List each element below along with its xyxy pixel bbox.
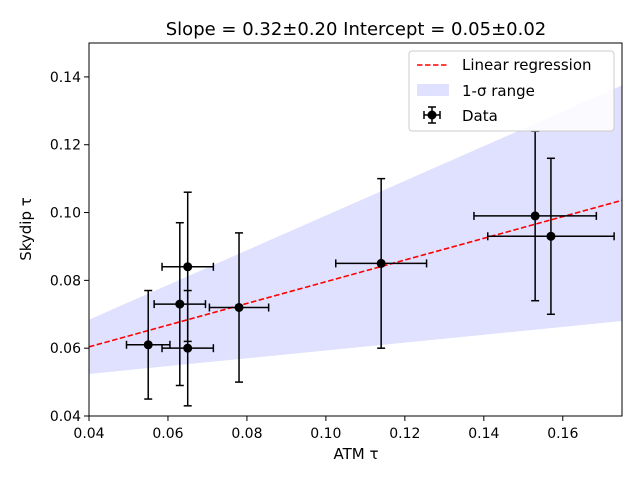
regression-line <box>89 199 622 348</box>
y-ticks: 0.04 0.06 0.08 0.10 0.12 0.14 <box>50 70 89 425</box>
data-point-6 <box>335 177 428 349</box>
x-tick-label: 0.08 <box>231 426 262 442</box>
x-tick-label: 0.12 <box>389 426 420 442</box>
y-axis-label: Skydip τ <box>17 197 35 261</box>
legend: Linear regression 1-σ range Data <box>408 50 615 132</box>
legend-data-label: Data <box>462 107 498 125</box>
legend-regression-label: Linear regression <box>462 56 592 74</box>
data-point-5 <box>208 232 270 383</box>
legend-band-label: 1-σ range <box>462 82 535 100</box>
data-marker <box>183 343 193 353</box>
legend-box <box>408 50 615 132</box>
y-tick-label: 0.14 <box>50 70 81 86</box>
data-point-4 <box>161 289 215 407</box>
legend-data-swatch <box>423 106 441 124</box>
x-tick-label: 0.06 <box>152 426 183 442</box>
legend-band-swatch <box>417 84 449 96</box>
data-point-8 <box>487 157 615 316</box>
data-marker <box>183 262 193 272</box>
x-tick-label: 0.14 <box>468 426 499 442</box>
y-tick-label: 0.08 <box>50 273 81 289</box>
chart-title: Slope = 0.32±0.20 Intercept = 0.05±0.02 <box>166 19 547 40</box>
axes-frame <box>88 42 623 417</box>
data-marker <box>530 211 540 221</box>
data-point-7 <box>473 130 598 302</box>
x-ticks: 0.04 0.06 0.08 0.10 0.12 0.14 0.16 <box>73 416 578 442</box>
x-tick-label: 0.16 <box>547 426 578 442</box>
sigma-band <box>89 85 622 374</box>
x-tick-label: 0.10 <box>310 426 341 442</box>
data-marker <box>546 231 556 241</box>
data-point-2 <box>153 221 207 387</box>
band-layer <box>89 85 622 374</box>
points-layer <box>125 130 615 407</box>
regression-layer <box>89 199 622 348</box>
data-marker <box>143 340 153 350</box>
data-marker <box>376 258 386 268</box>
y-tick-label: 0.10 <box>50 206 81 222</box>
x-tick-label: 0.04 <box>73 426 104 442</box>
y-tick-label: 0.04 <box>50 409 81 425</box>
data-marker <box>234 302 244 312</box>
y-tick-label: 0.06 <box>50 341 81 357</box>
x-axis-label: ATM τ <box>334 445 379 463</box>
y-tick-label: 0.12 <box>50 138 81 154</box>
data-marker <box>175 299 185 309</box>
